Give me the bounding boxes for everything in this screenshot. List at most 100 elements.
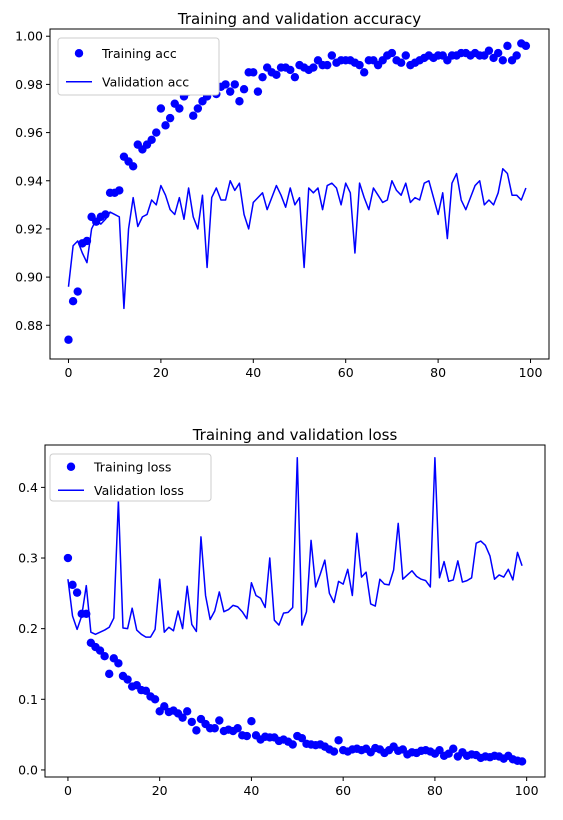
chart-1-ytick-label: 0.92	[15, 221, 43, 236]
chart-2-series-1-point	[178, 713, 187, 722]
chart-2-series-1-point	[297, 733, 307, 743]
chart-1-ytick-label: 0.96	[15, 125, 43, 140]
chart-1-series-2-line	[67, 167, 527, 310]
chart-2-series-1-point	[517, 757, 527, 766]
chart-1-series-1-point	[401, 51, 410, 60]
chart-1-series-1-point	[230, 80, 240, 89]
chart-1-series-1-point	[128, 162, 138, 171]
chart-1-series-1-point	[165, 113, 175, 123]
chart-1-series-1-point	[152, 128, 161, 137]
chart-1-legend-label: Validation acc	[102, 74, 189, 89]
chart-1-series-1-point	[189, 111, 198, 120]
chart-1-legend-label: Training acc	[101, 46, 177, 61]
chart-2-legend-key-marker	[66, 462, 76, 471]
chart-1-xtick-label: 20	[153, 365, 169, 380]
chart-2-series-1-point	[105, 669, 114, 679]
chart-1-ytick-label: 0.98	[15, 77, 43, 92]
chart-2-series-1-point	[160, 702, 169, 711]
chart-1-series-1-point	[253, 87, 263, 96]
chart-1-series-1-point	[221, 80, 230, 89]
chart-2-xtick-label: 60	[335, 783, 351, 798]
chart-2-series-1-point	[192, 726, 201, 735]
chart-1-series-1-point	[272, 70, 281, 79]
chart-2-series-1-point	[233, 724, 242, 733]
chart-2-ytick-label: 0.2	[18, 621, 38, 636]
chart-1: Training and validation accuracy 0 20 40 60 8…	[15, 10, 550, 380]
chart-2-legend-label: Validation loss	[94, 483, 184, 498]
chart-2-ytick-label: 0.3	[18, 551, 38, 566]
chart-1-series-1-point	[258, 72, 267, 82]
chart-1-series-1-point	[156, 104, 166, 113]
chart-2-series-1-point	[242, 731, 252, 741]
chart-1-series-1-point	[249, 68, 258, 77]
chart-2-series-1-point	[187, 717, 196, 727]
chart-1-series-1-point	[493, 48, 503, 58]
chart-2-series-1-point	[329, 747, 339, 756]
chart-1-series-1-point	[193, 104, 203, 113]
chart-2-xtick-label: 20	[152, 783, 168, 798]
chart-1-series-1-point	[521, 41, 531, 51]
chart-1-xtick-label: 100	[519, 365, 543, 380]
chart-1-series-1-point	[225, 87, 235, 96]
chart-2-title: Training and validation loss	[192, 426, 398, 444]
chart-2-series-1-point	[100, 652, 109, 661]
chart-1-legend-key-marker	[74, 49, 84, 58]
chart-2-xtick-label: 0	[64, 783, 72, 798]
chart-1-series-1-point	[359, 68, 369, 77]
chart-1-series-1-point	[503, 41, 512, 51]
chart-1-series-1-point	[396, 58, 406, 67]
chart-1-series-1-point	[290, 72, 300, 82]
chart-2-plot-frame	[44, 444, 546, 778]
chart-1-series-1-point	[147, 135, 156, 144]
chart-1-series-1-point	[235, 97, 244, 106]
chart-2-legend-box	[49, 453, 212, 502]
chart-1-series-1-point	[175, 104, 184, 113]
chart-1-series-1-point	[484, 46, 494, 55]
chart-1-series-1-point	[355, 60, 364, 70]
chart-1-plot-frame	[49, 28, 550, 360]
chart-1-series-1-point	[327, 51, 337, 60]
chart-1-series-1-point	[239, 85, 249, 94]
chart-1-series-1-point	[323, 60, 332, 70]
chart-2-xtick-label: 100	[515, 783, 539, 798]
chart-2-series-1-point	[123, 675, 132, 684]
chart-1-xtick-label: 0	[65, 365, 73, 380]
chart-1-legend: Training acc Validation acc	[57, 37, 220, 96]
chart-2-series-1-point	[95, 646, 105, 655]
chart-1-series-1-point	[498, 56, 507, 65]
chart-1-ytick-label: 0.94	[15, 173, 43, 188]
chart-2-series-1-point	[288, 740, 297, 749]
chart-2-series-1-point	[68, 580, 77, 590]
chart-2-series-1-point	[72, 588, 82, 597]
chart-2-series-1-point	[210, 724, 219, 733]
chart-2-ytick-label: 0.1	[18, 692, 38, 707]
chart-2-series-1-point	[63, 553, 73, 563]
chart-1-series-1-point	[73, 287, 82, 296]
chart-2-ytick-label: 0.0	[18, 762, 38, 777]
chart-1-series-1-point	[387, 48, 397, 58]
chart-2-series-1-point	[334, 736, 343, 745]
chart-2-series-1-point	[141, 686, 151, 696]
chart-1-series-1-point	[64, 335, 73, 344]
chart-2-legend-label: Training loss	[93, 459, 171, 474]
chart-2-xtick-label: 80	[427, 783, 443, 798]
chart-1-series-1-point	[309, 63, 318, 72]
chart-1-xtick-label: 60	[338, 365, 354, 380]
chart-2-series-1-point	[215, 716, 224, 725]
chart-1-legend-box	[57, 37, 220, 96]
chart-1-xtick-label: 80	[430, 365, 446, 380]
chart-1-ytick-label: 0.88	[15, 318, 43, 333]
chart-1-series-1-point	[512, 51, 521, 60]
chart-1-xtick-label: 40	[245, 365, 261, 380]
chart-1-series-1-point	[115, 186, 124, 195]
chart-1-ytick-label: 1.00	[15, 29, 43, 44]
chart-2-legend: Training loss Validation loss	[49, 453, 212, 502]
chart-1-series-1-point	[68, 296, 78, 306]
chart-2-series-1-point	[183, 707, 192, 716]
chart-1-ytick-label: 0.90	[15, 270, 43, 285]
chart-2-ytick-label: 0.4	[18, 480, 38, 495]
chart-1-title: Training and validation accuracy	[177, 10, 421, 28]
chart-2-xtick-label: 40	[243, 783, 259, 798]
chart-1-series-1-point	[286, 65, 295, 75]
